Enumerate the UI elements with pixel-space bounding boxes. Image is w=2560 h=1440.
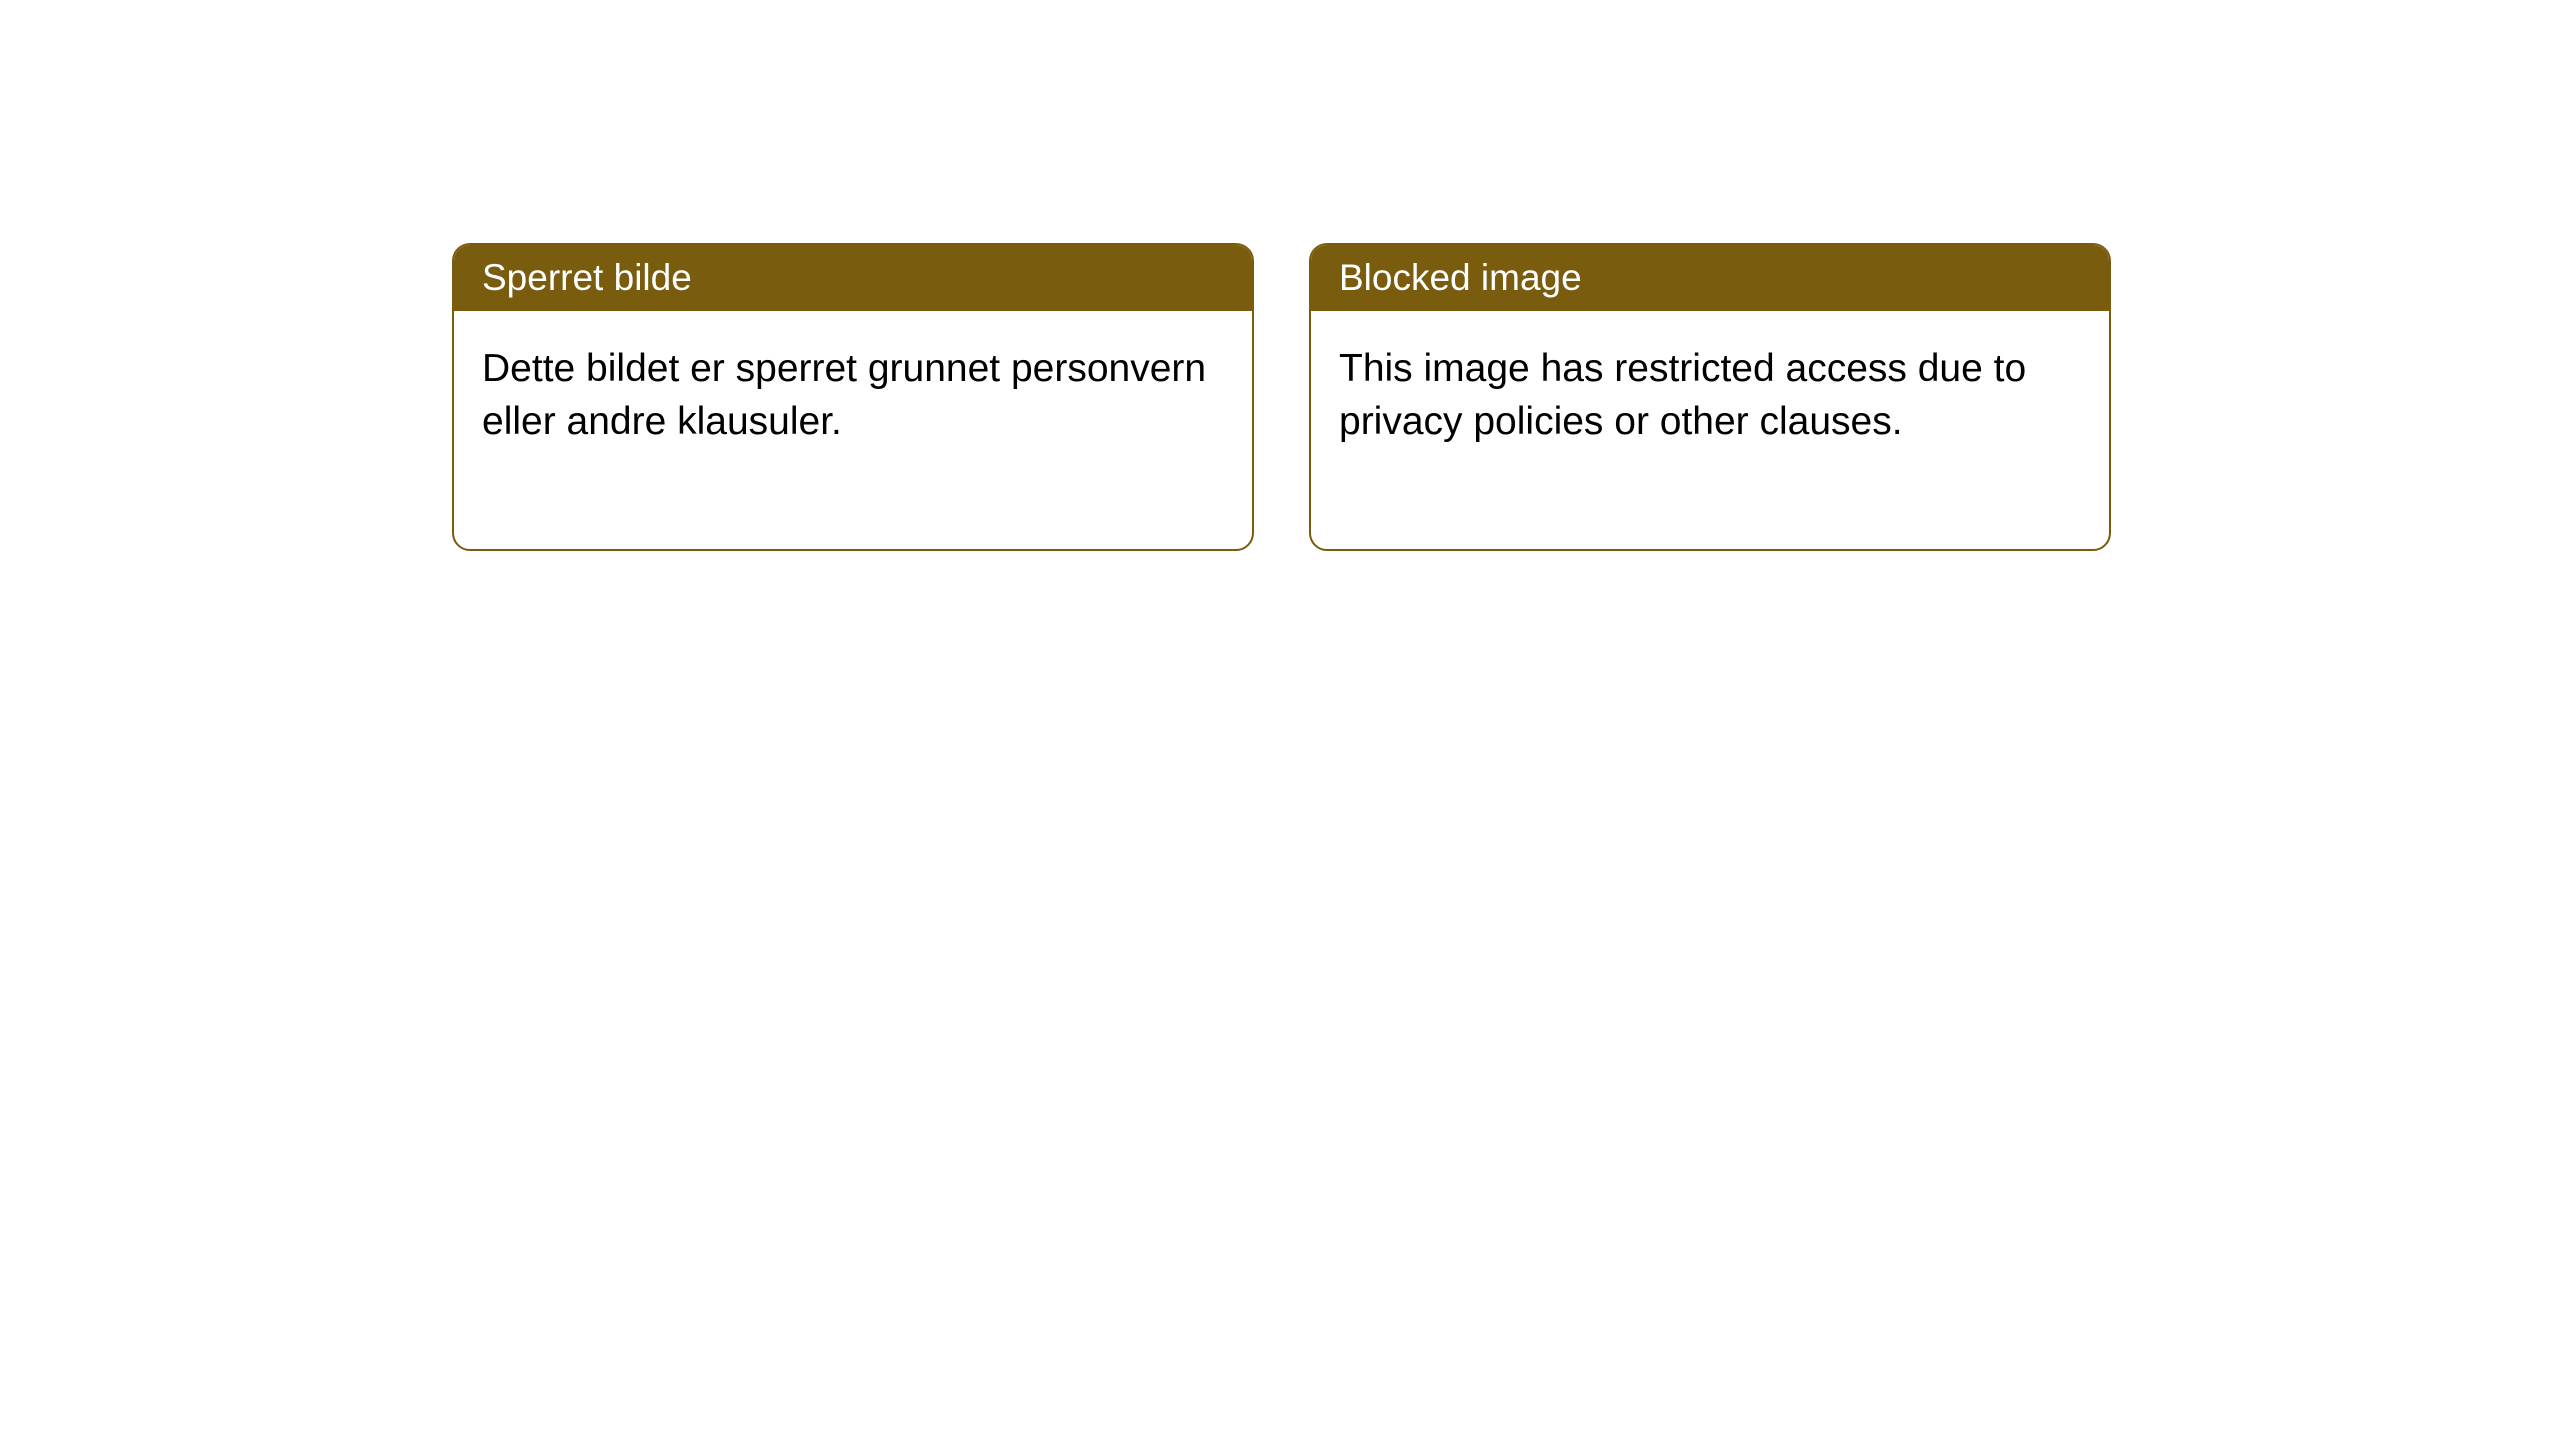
card-header: Sperret bilde (454, 245, 1252, 311)
card-body: This image has restricted access due to … (1311, 311, 2109, 549)
blocked-image-card-no: Sperret bilde Dette bildet er sperret gr… (452, 243, 1254, 551)
card-header: Blocked image (1311, 245, 2109, 311)
card-body: Dette bildet er sperret grunnet personve… (454, 311, 1252, 549)
card-title: Sperret bilde (482, 257, 692, 298)
card-title: Blocked image (1339, 257, 1582, 298)
card-body-text: Dette bildet er sperret grunnet personve… (482, 347, 1206, 443)
card-body-text: This image has restricted access due to … (1339, 347, 2026, 443)
notice-container: Sperret bilde Dette bildet er sperret gr… (452, 243, 2111, 551)
blocked-image-card-en: Blocked image This image has restricted … (1309, 243, 2111, 551)
